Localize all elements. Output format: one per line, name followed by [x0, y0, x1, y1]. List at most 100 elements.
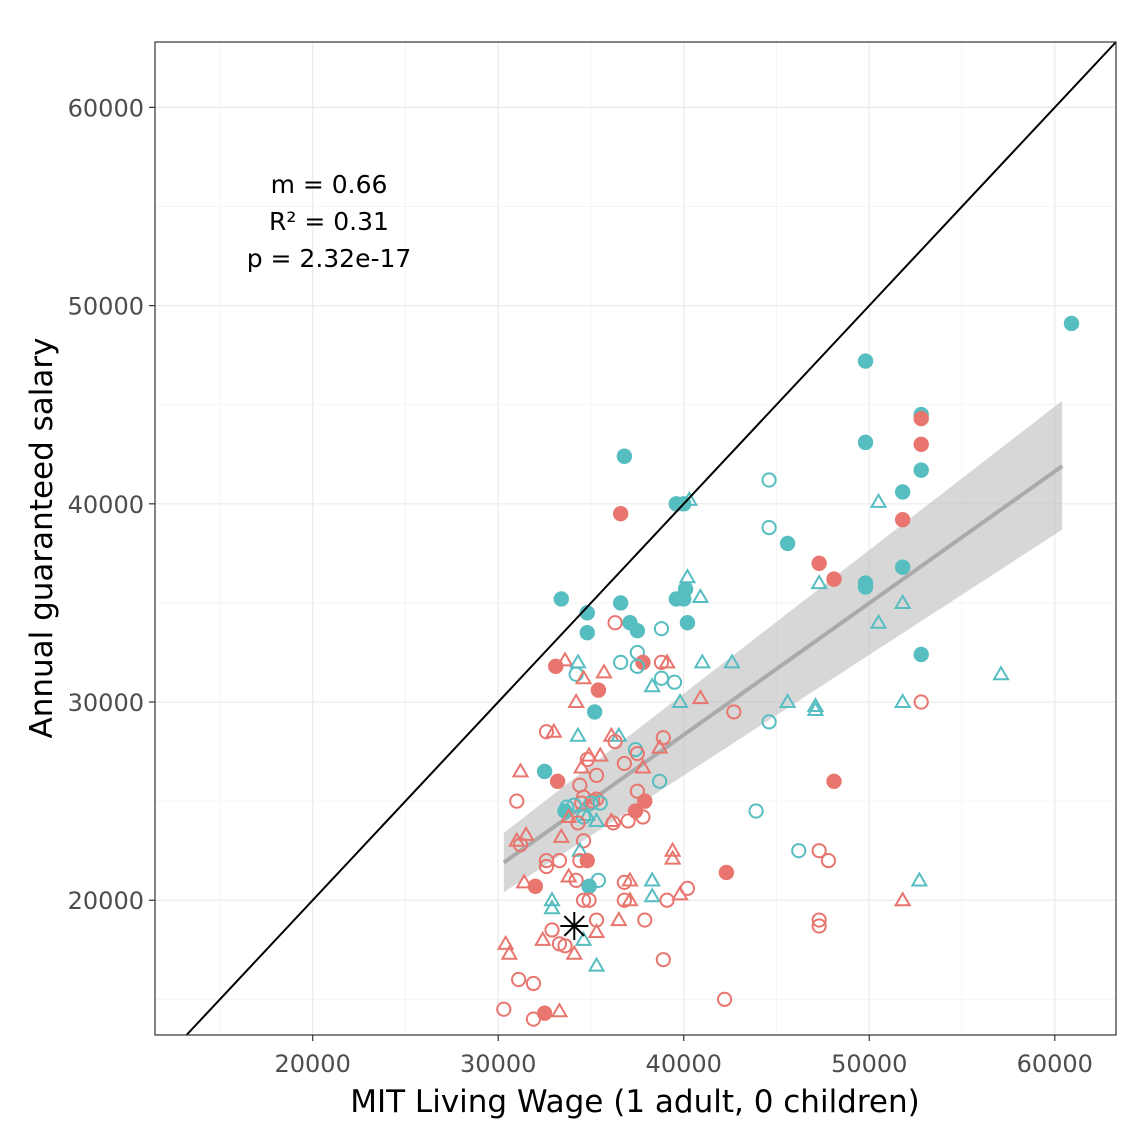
- data-point-open: [620, 813, 636, 829]
- data-point-open: [544, 922, 560, 938]
- data-point-triangle: [511, 762, 530, 778]
- data-point-triangle: [610, 911, 628, 927]
- axis-ticks: 20000 30000 40000 50000 60000 20000 30000 40000…: [68, 94, 1093, 1078]
- data-point-triangle: [650, 738, 669, 754]
- data-point-triangle: [910, 871, 929, 887]
- x-tick-label: 60000: [1017, 1050, 1093, 1078]
- data-point-open: [575, 833, 592, 849]
- data-point-filled: [612, 595, 629, 611]
- data-point-triangle: [587, 922, 606, 938]
- x-tick-label: 30000: [460, 1050, 536, 1078]
- data-point-open: [581, 892, 597, 908]
- data-point-filled: [549, 773, 566, 789]
- highlight-asterisk-marker: [560, 911, 589, 940]
- data-point-triangle: [643, 887, 661, 903]
- data-point-triangle: [587, 956, 606, 972]
- data-point-open: [592, 795, 608, 811]
- data-point-filled: [826, 571, 842, 587]
- data-point-open: [637, 912, 653, 928]
- data-point-filled: [553, 591, 569, 607]
- data-point-open: [811, 843, 827, 859]
- data-point-triangle: [545, 722, 563, 738]
- data-point-filled: [579, 624, 595, 641]
- data-point-triangle: [658, 653, 676, 669]
- data-point-open: [629, 783, 645, 799]
- data-point-triangle: [691, 587, 710, 604]
- data-point-triangle: [552, 827, 571, 843]
- data-point-triangle: [496, 934, 515, 950]
- x-tick-label: 20000: [275, 1050, 351, 1078]
- y-tick-label: 40000: [68, 491, 144, 519]
- data-point-triangle: [543, 899, 561, 915]
- data-point-open: [538, 724, 555, 740]
- data-point-filled: [913, 436, 929, 453]
- data-point-filled: [894, 559, 911, 575]
- data-point-filled: [586, 704, 603, 720]
- data-point-triangle: [571, 841, 589, 857]
- y-tick-label: 20000: [68, 887, 144, 915]
- data-point-filled: [637, 793, 653, 809]
- data-point-open: [629, 745, 645, 762]
- data-point-triangle: [556, 651, 574, 667]
- data-point-open: [525, 975, 542, 992]
- data-point-open: [538, 858, 555, 875]
- data-point-triangle: [559, 807, 578, 824]
- data-point-open: [820, 852, 837, 869]
- data-point-open: [655, 952, 671, 968]
- overlay-lines: [185, 41, 1117, 1036]
- data-point-triangle: [663, 849, 682, 865]
- data-point-filled: [679, 615, 696, 631]
- data-point-triangle: [578, 806, 597, 822]
- y-tick-label: 50000: [68, 293, 144, 321]
- data-point-filled: [612, 506, 629, 522]
- data-point-open: [716, 991, 733, 1007]
- data-point-filled: [536, 763, 553, 780]
- data-point-triangle: [869, 492, 888, 508]
- data-point-filled: [629, 622, 646, 639]
- data-points: [496, 315, 1080, 1027]
- data-point-filled: [913, 646, 929, 663]
- data-point-triangle: [671, 885, 689, 901]
- data-point-open: [551, 852, 568, 869]
- data-point-filled: [527, 878, 544, 895]
- data-point-filled: [857, 579, 874, 595]
- data-point-open: [512, 837, 529, 853]
- data-point-triangle: [806, 700, 825, 716]
- data-point-filled: [581, 878, 597, 895]
- data-point-triangle: [691, 689, 710, 705]
- data-point-triangle: [567, 693, 585, 709]
- y-tick-label: 30000: [68, 689, 144, 717]
- data-point-triangle: [621, 891, 639, 907]
- data-point-open: [509, 793, 525, 809]
- data-point-open: [913, 694, 929, 710]
- data-point-triangle: [810, 574, 828, 590]
- data-point-open: [659, 892, 675, 908]
- data-point-triangle: [806, 696, 825, 713]
- data-point-open: [761, 472, 777, 488]
- panel-border: [154, 41, 1117, 1036]
- data-point-triangle: [634, 758, 652, 774]
- data-point-open: [575, 892, 592, 908]
- data-point-triangle: [591, 746, 609, 762]
- data-point-open: [653, 654, 670, 670]
- data-point-filled: [718, 864, 735, 881]
- data-point-filled: [590, 682, 607, 698]
- data-point-filled: [913, 462, 929, 478]
- data-point-open: [761, 519, 777, 536]
- grid-lines: [155, 42, 1116, 1035]
- data-point-open: [616, 755, 632, 772]
- data-point-filled: [894, 511, 911, 528]
- asterisk-stroke: [563, 915, 585, 937]
- y-tick-label: 60000: [68, 94, 144, 122]
- data-point-triangle: [580, 746, 598, 762]
- data-point-open: [607, 615, 623, 631]
- data-point-open: [791, 843, 807, 859]
- data-point-open: [588, 767, 605, 783]
- data-point-triangle: [663, 841, 682, 857]
- data-point-triangle: [869, 613, 888, 629]
- data-point-filled: [1063, 315, 1080, 332]
- data-point-triangle: [671, 693, 689, 709]
- data-point-filled: [548, 658, 564, 675]
- y-axis-title: Annual guaranteed salary: [24, 337, 60, 738]
- data-point-triangle: [515, 873, 533, 889]
